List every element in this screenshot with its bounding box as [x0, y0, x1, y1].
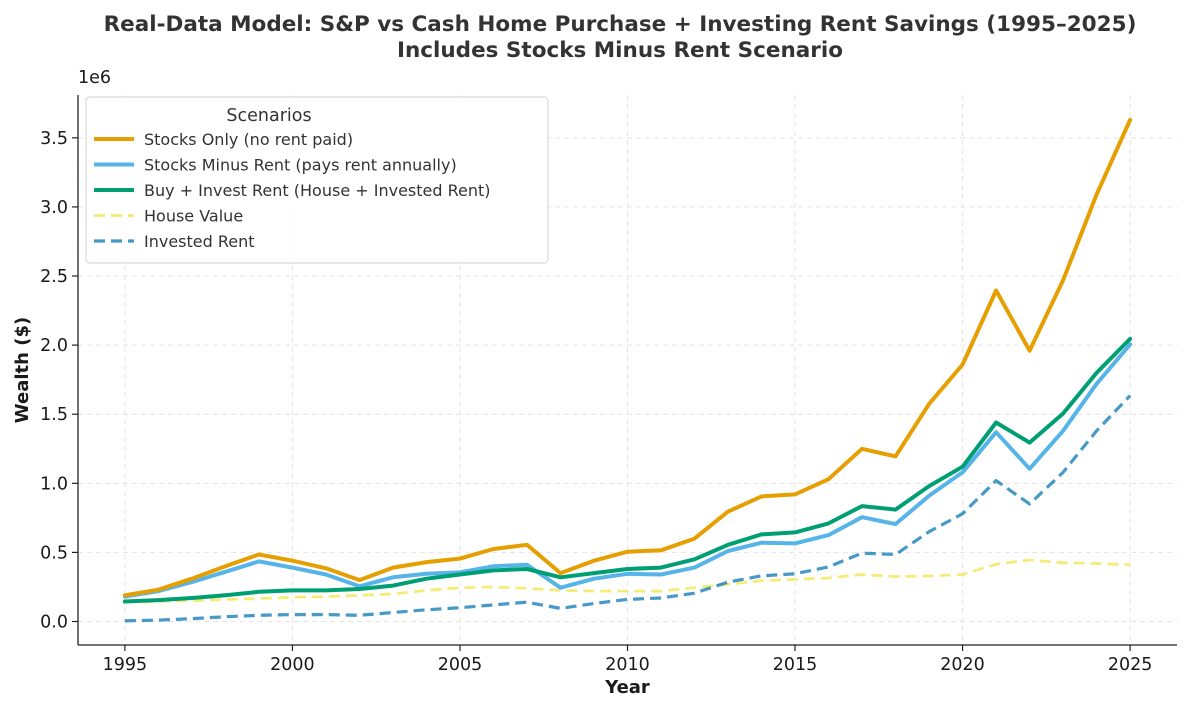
y-axis-label: Wealth ($) — [12, 317, 33, 423]
y-tick-label: 1.0 — [40, 474, 68, 494]
y-axis-offset-label: 1e6 — [78, 68, 111, 88]
legend: Scenarios Stocks Only (no rent paid) Stoc… — [85, 96, 549, 264]
legend-label: Stocks Minus Rent (pays rent annually) — [144, 156, 457, 175]
x-tick-label: 2015 — [773, 655, 818, 675]
axes: 1995 2000 2005 2010 2015 2020 2025 0.0 0.5 1.0 1.5… — [40, 95, 1177, 675]
series-line-stocks-minus-rent-pays-rent-annually — [122, 342, 1133, 599]
x-tick-label: 1995 — [103, 655, 148, 675]
x-tick-label: 2000 — [270, 655, 315, 675]
legend-box — [85, 96, 549, 264]
legend-label: Invested Rent — [144, 232, 255, 251]
y-tick-label: 3.5 — [40, 129, 68, 149]
series-line-stocks-only-no-rent-paid — [122, 117, 1133, 598]
y-tick-label: 1.5 — [40, 405, 68, 425]
series-line-invested-rent — [124, 394, 1132, 623]
legend-label: Buy + Invest Rent (House + Invested Rent… — [144, 181, 491, 200]
x-tick-label: 2010 — [605, 655, 650, 675]
y-tick-label: 2.0 — [40, 336, 68, 356]
y-tick-label: 0.5 — [40, 543, 68, 563]
chart-subtitle: Includes Stocks Minus Rent Scenario — [397, 38, 843, 63]
x-tick-label: 2005 — [438, 655, 483, 675]
x-tick-label: 2025 — [1108, 655, 1153, 675]
x-axis-label: Year — [604, 677, 650, 698]
chart-title: Real-Data Model: S&P vs Cash Home Purcha… — [104, 12, 1137, 37]
y-tick-label: 3.0 — [40, 198, 68, 218]
legend-label: Stocks Only (no rent paid) — [144, 130, 353, 149]
series-line-buy-invest-rent-house-invested-rent — [122, 336, 1133, 604]
series-lines — [122, 117, 1133, 623]
legend-label: House Value — [144, 207, 243, 226]
series-line-house-value — [124, 558, 1131, 604]
x-tick-label: 2020 — [940, 655, 985, 675]
y-tick-label: 0.0 — [40, 613, 68, 633]
legend-title: Scenarios — [226, 106, 311, 126]
y-tick-label: 2.5 — [40, 267, 68, 287]
